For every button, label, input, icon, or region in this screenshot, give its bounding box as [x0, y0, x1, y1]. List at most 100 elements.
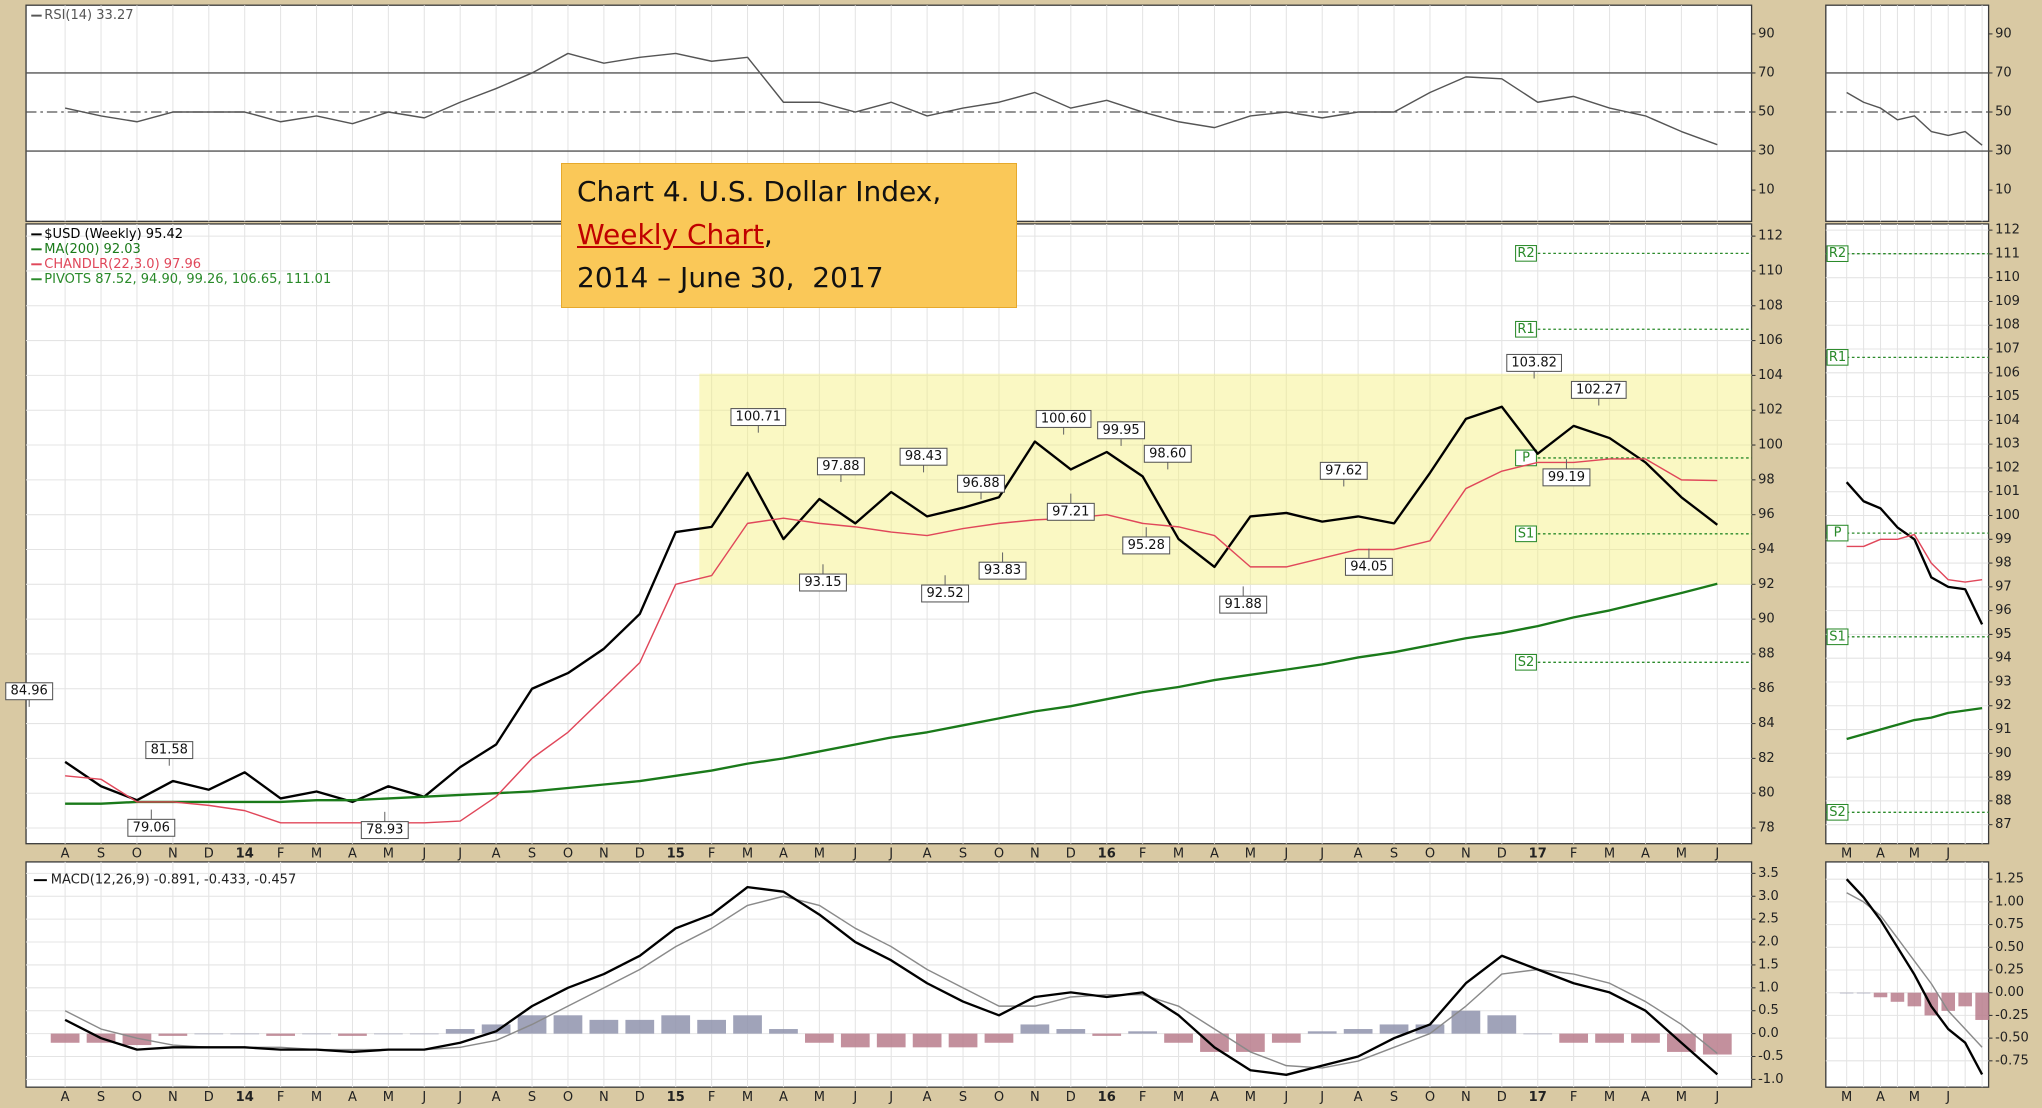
x-tick-label: F [1570, 847, 1578, 862]
histogram-bar [481, 1024, 511, 1034]
histogram-bar [769, 1029, 798, 1034]
x-tick-label: J [1714, 1090, 1719, 1105]
histogram-bar [1020, 1024, 1050, 1034]
x-tick-label: M [1841, 847, 1852, 862]
pivot-label: R2 [1517, 246, 1534, 261]
y-tick-label: 106 [1995, 365, 2020, 380]
y-tick-label: 98 [1995, 556, 2012, 571]
callout-box [899, 447, 948, 466]
x-tick-label: J [421, 1090, 426, 1105]
callout-box [1143, 444, 1192, 463]
series-line [1846, 533, 1983, 583]
histogram-bar [1907, 992, 1922, 1007]
histogram-bar [338, 1033, 367, 1036]
y-tick-label: 10 [1758, 183, 1775, 198]
series-line [65, 582, 1718, 805]
x-tick-label: 14 [236, 847, 254, 862]
histogram-bar [50, 1033, 80, 1043]
y-tick-label: 101 [1995, 484, 2020, 499]
callout-box [1219, 595, 1268, 614]
x-tick-label: M [311, 847, 322, 862]
x-tick-label: J [1319, 847, 1324, 862]
x-tick-label: S [1390, 1090, 1398, 1105]
note-text: , [763, 218, 773, 251]
x-tick-label: M [814, 847, 825, 862]
x-tick-label: A [1210, 1090, 1219, 1105]
y-tick-label: 78 [1758, 821, 1775, 836]
y-tick-label: 110 [1995, 270, 2020, 285]
y-tick-label: 10 [1995, 183, 2012, 198]
callout-label: 91.88 [1225, 597, 1262, 612]
legend-label: CHANDLR(22,3.0) 97.96 [44, 257, 201, 272]
histogram-bar [374, 1033, 403, 1035]
y-tick-label: 87 [1995, 817, 2012, 832]
x-tick-label: F [708, 1090, 716, 1105]
y-tick-label: 110 [1758, 263, 1783, 278]
histogram-bar [1975, 992, 1989, 1020]
callout-box [1035, 409, 1092, 428]
histogram-bar [625, 1019, 655, 1034]
y-tick-label: 94 [1758, 542, 1775, 557]
chart-note: Chart 4. U.S. Dollar Index, Weekly Chart… [561, 163, 1017, 308]
y-tick-label: 109 [1995, 294, 2020, 309]
series-line [1846, 91, 1983, 146]
x-tick-label: M [742, 1090, 753, 1105]
y-tick-label: 105 [1995, 389, 2020, 404]
series-line [64, 885, 1719, 1076]
x-tick-label: M [1173, 1090, 1184, 1105]
x-tick-label: S [959, 1090, 967, 1105]
x-tick-label: M [1676, 1090, 1687, 1105]
x-tick-label: S [959, 847, 967, 862]
x-tick-label: O [1425, 847, 1435, 862]
y-tick-label: 88 [1995, 793, 2012, 808]
series-line [64, 52, 1718, 146]
x-tick-label: M [1173, 847, 1184, 862]
x-tick-label: A [1354, 1090, 1363, 1105]
y-tick-label: 96 [1758, 507, 1775, 522]
callout-label: 100.60 [1041, 411, 1087, 426]
callout-label: 81.58 [151, 743, 188, 758]
histogram-bar [1379, 1024, 1409, 1034]
panel [1825, 861, 1990, 1088]
callout-label: 98.60 [1149, 446, 1186, 461]
x-tick-label: J [1283, 1090, 1288, 1105]
x-tick-label: O [1425, 1090, 1435, 1105]
x-tick-label: 14 [236, 1090, 254, 1105]
x-tick-label: M [383, 1090, 394, 1105]
pivot-label-box [1515, 245, 1537, 262]
y-tick-label: 107 [1995, 342, 2020, 357]
y-tick-label: 90 [1995, 26, 2012, 41]
callout-label: 79.06 [133, 820, 170, 835]
x-tick-label: A [1210, 847, 1219, 862]
y-tick-label: 100 [1758, 438, 1783, 453]
x-tick-label: A [1876, 847, 1885, 862]
x-tick-label: J [852, 847, 857, 862]
y-tick-label: 93 [1995, 674, 2012, 689]
callout-label: 97.21 [1052, 504, 1089, 519]
y-tick-label: 2.0 [1758, 935, 1779, 950]
y-tick-label: -0.50 [1995, 1031, 2029, 1046]
note-line: Chart 4. U.S. Dollar Index, [577, 175, 942, 208]
x-tick-label: A [1641, 1090, 1650, 1105]
histogram-bar [122, 1033, 152, 1046]
pivot-label: S1 [1518, 526, 1535, 541]
y-tick-label: 30 [1758, 144, 1775, 159]
x-tick-label: A [779, 1090, 788, 1105]
histogram-bar [912, 1033, 942, 1048]
y-tick-label: 104 [1758, 368, 1783, 383]
callout-box [5, 682, 54, 701]
y-tick-label: 0.00 [1995, 985, 2024, 1000]
x-tick-label: S [528, 1090, 536, 1105]
panel [1825, 4, 1990, 222]
x-tick-label: D [1497, 847, 1507, 862]
callout-label: 103.82 [1511, 355, 1557, 370]
x-tick-label: D [1066, 847, 1076, 862]
weekly-chart-link[interactable]: Weekly Chart [577, 218, 764, 251]
y-tick-label: 108 [1758, 298, 1783, 313]
callout-box [1097, 421, 1146, 440]
callout-box [1046, 502, 1095, 521]
x-tick-label: J [888, 1090, 893, 1105]
histogram-bar [1092, 1033, 1122, 1036]
callout-label: 97.88 [822, 459, 859, 474]
x-tick-label: S [528, 847, 536, 862]
